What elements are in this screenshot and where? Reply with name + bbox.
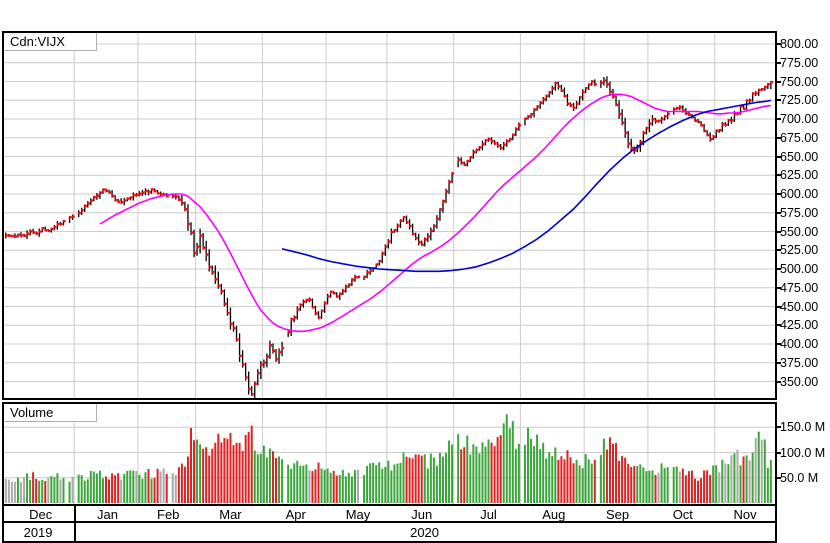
month-label: Apr [285, 507, 306, 522]
month-label: Jun [411, 507, 433, 522]
month-label: Mar [219, 507, 242, 522]
year-label: 2019 [23, 525, 53, 540]
symbol-label: Cdn:VIJX [4, 33, 97, 51]
price-axis-tick [777, 118, 781, 120]
price-axis-tick [777, 380, 781, 383]
price-axis-tick [777, 136, 781, 139]
price-axis-label: 625.00 [780, 168, 819, 183]
month-label: Dec [29, 507, 53, 522]
price-axis-tick [777, 61, 781, 64]
volume-chart-canvas [4, 404, 775, 504]
price-axis-tick [777, 230, 781, 233]
volume-axis-label: 100.0 M [780, 445, 826, 460]
price-axis-tick [777, 305, 781, 308]
volume-axis-tick [777, 451, 781, 454]
price-axis-tick [777, 43, 781, 45]
price-axis-tick [777, 211, 781, 214]
price-axis-tick [777, 80, 781, 83]
price-axis-label: 400.00 [780, 337, 819, 351]
volume-axis-tick [777, 476, 781, 479]
price-axis-label: 575.00 [780, 205, 819, 220]
price-axis-tick [777, 99, 781, 102]
month-axis-row [2, 506, 777, 523]
price-axis-tick [777, 361, 781, 364]
price-axis-tick [777, 174, 781, 177]
month-label: Aug [542, 507, 566, 522]
price-axis-label: 600.00 [780, 187, 819, 201]
month-label: Nov [733, 507, 757, 522]
volume-label: Volume [4, 404, 97, 422]
price-gridlines [4, 33, 775, 398]
price-chart-canvas [4, 33, 775, 398]
month-label: Oct [672, 507, 693, 522]
volume-axis-label: 50.0 M [780, 470, 819, 485]
price-axis-label: 775.00 [780, 55, 819, 70]
price-axis-label: 525.00 [780, 243, 819, 258]
month-label: Jan [97, 507, 118, 522]
price-axis-label: 675.00 [780, 130, 819, 145]
price-axis-label: 500.00 [780, 262, 819, 276]
price-axis-label: 375.00 [780, 355, 819, 370]
year-label: 2020 [410, 525, 440, 540]
year-boundary-separator [74, 523, 77, 541]
price-axis-label: 475.00 [780, 280, 819, 295]
price-axis-label: 700.00 [780, 112, 819, 126]
volume-bars [4, 414, 772, 503]
price-axis-tick [777, 286, 781, 289]
price-axis-tick [777, 155, 781, 158]
price-axis-label: 425.00 [780, 318, 819, 333]
month-label: Sep [605, 507, 630, 522]
price-axis-tick [777, 324, 781, 327]
price-axis-tick [777, 193, 781, 195]
volume-axis-label: 150.0 M [780, 420, 826, 435]
volume-axis-tick [777, 426, 781, 429]
year-axis-row [2, 523, 777, 543]
price-axis-label: 450.00 [780, 299, 819, 314]
price-axis-tick [777, 268, 781, 270]
price-axis-label: 750.00 [780, 74, 819, 89]
price-axis-label: 800.00 [780, 37, 819, 51]
price-axis-label: 350.00 [780, 374, 819, 389]
ma-fast-line [99, 93, 772, 333]
price-axis-tick [777, 249, 781, 252]
month-label: Feb [157, 507, 180, 522]
ohlc-bars [5, 76, 773, 398]
price-chart-panel: Cdn:VIJX [2, 31, 777, 400]
month-label: May [345, 507, 371, 522]
month-label: Jul [480, 507, 497, 522]
price-axis-label: 650.00 [780, 149, 819, 164]
ma-slow-line [281, 99, 772, 273]
volume-panel: Volume [2, 402, 777, 506]
price-axis-tick [777, 343, 781, 345]
price-axis-label: 550.00 [780, 224, 819, 239]
price-axis-label: 725.00 [780, 93, 819, 108]
year-boundary-separator [74, 506, 77, 523]
